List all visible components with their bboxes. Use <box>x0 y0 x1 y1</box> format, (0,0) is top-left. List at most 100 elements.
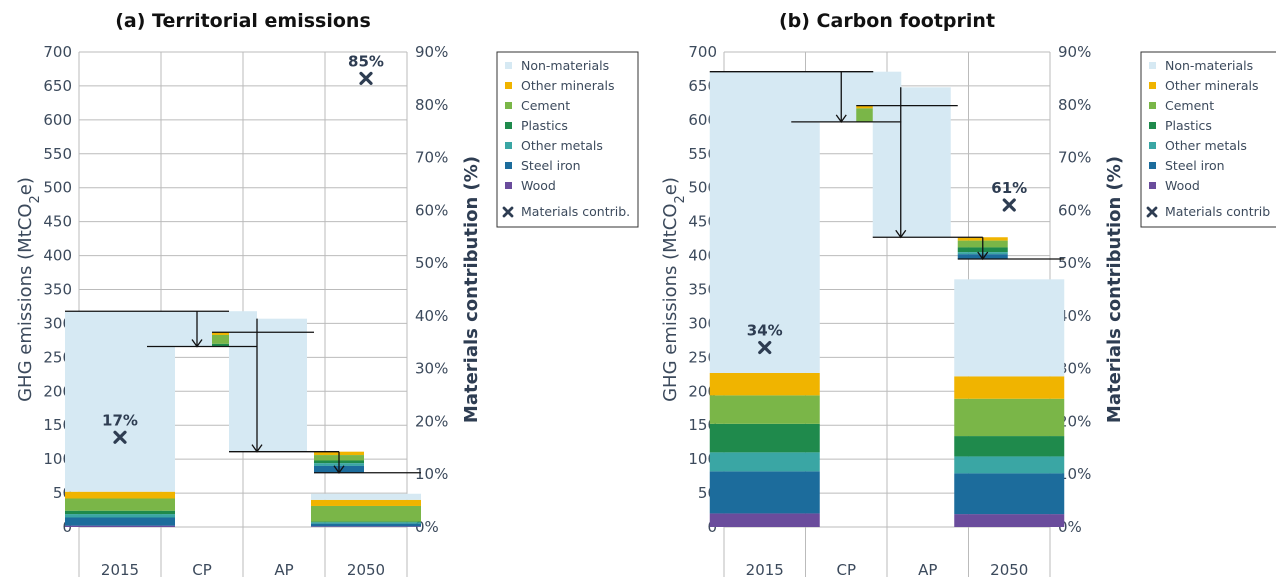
bar-2015-other-minerals <box>65 491 175 499</box>
legend-marker-label: Materials contrib. <box>521 204 630 219</box>
materials-contribution-label: 61% <box>991 179 1027 197</box>
y-right-tick-label: 40% <box>415 307 448 325</box>
y-axis-label-sub: 2 <box>28 195 43 203</box>
legend-box <box>1140 51 1276 228</box>
y-tick-label: 200 <box>43 382 72 400</box>
ap-nonmaterials-decrease <box>872 87 951 238</box>
y-axis-label-sub: 2 <box>673 195 688 203</box>
bar-2015-other-minerals <box>709 372 820 396</box>
legend-label: Steel iron <box>521 158 581 173</box>
y-tick-label: 250 <box>43 348 72 366</box>
bar-2050-other-minerals <box>311 499 421 506</box>
legend-swatch <box>505 142 512 149</box>
chart-panel-footprint: (b) Carbon footprint05010015020025030035… <box>660 10 1125 577</box>
y-tick-label: 150 <box>43 416 72 434</box>
legend-label: Steel iron <box>1165 158 1225 173</box>
legend-swatch <box>505 122 512 129</box>
bar-2015-wood <box>709 513 820 527</box>
legend-swatch <box>505 62 512 69</box>
legend-label: Other metals <box>521 138 603 153</box>
bar-2050-other-minerals <box>954 376 1065 399</box>
y-tick-label: 700 <box>43 43 72 61</box>
legend-swatch <box>1149 182 1156 189</box>
y-tick-label: 400 <box>43 247 72 265</box>
y-axis-label-end: e) <box>660 177 681 195</box>
y-right-tick-label: 60% <box>415 201 448 219</box>
y-right-tick-label: 90% <box>415 43 448 61</box>
chart-title: (b) Carbon footprint <box>779 10 995 32</box>
bar-2050-steel-iron <box>954 473 1065 515</box>
y-right-tick-label: 90% <box>1058 43 1091 61</box>
y-right-tick-label: 60% <box>1058 201 1091 219</box>
y-tick-label: 600 <box>43 111 72 129</box>
legend-swatch <box>1149 142 1156 149</box>
materials-contribution-label: 17% <box>102 411 138 429</box>
y-axis-label: GHG emissions (MtCO2e) <box>15 177 43 402</box>
bar-2050-non-materials <box>311 493 421 500</box>
bar-2050-non-materials <box>954 279 1065 377</box>
bar-2050-wood <box>954 514 1065 527</box>
legend-label: Wood <box>1165 178 1200 193</box>
y-axis-label: GHG emissions (MtCO2e) <box>660 177 688 402</box>
y-right-tick-label: 40% <box>1058 307 1091 325</box>
bar-2050-wood <box>311 526 421 527</box>
y-right-tick-label: 80% <box>415 96 448 114</box>
bar-2015-other-metals <box>709 452 820 472</box>
materials-contribution-marker <box>113 430 127 444</box>
legend-territorial: Non-materials Other minerals Cement Plastic… <box>496 51 639 228</box>
y-right-tick-label: 20% <box>415 412 448 430</box>
y-axis-label-main: GHG emissions (MtCO <box>15 204 36 402</box>
legend-label: Other minerals <box>1165 78 1259 93</box>
ap-nonmaterials-decrease <box>229 318 307 452</box>
y-axis-label-end: e) <box>15 177 36 195</box>
y-right-tick-label: 50% <box>1058 254 1091 272</box>
legend-marker <box>502 206 514 218</box>
legend-swatch <box>505 102 512 109</box>
y-right-axis-label: Materials contribution (%) <box>1104 156 1125 423</box>
y-tick-label: 500 <box>43 179 72 197</box>
y-right-tick-label: 10% <box>415 465 448 483</box>
y-right-tick-label: 20% <box>1058 412 1091 430</box>
materials-contribution-marker <box>1002 198 1016 212</box>
y-tick-label: 550 <box>43 145 72 163</box>
chart-panel-territorial: (a) Territorial emissions050100150200250… <box>15 10 482 577</box>
bar-2050-plastics <box>311 521 421 523</box>
legend-swatch <box>1149 82 1156 89</box>
y-right-tick-label: 30% <box>415 360 448 378</box>
x-category-label: 2050 <box>347 561 385 577</box>
y-tick-label: 450 <box>43 213 72 231</box>
materials-contribution-marker <box>359 71 373 85</box>
y-right-tick-label: 10% <box>1058 465 1091 483</box>
bar-2015-cement <box>65 498 175 511</box>
x-category-label: 2015 <box>746 561 784 577</box>
bar-2015-wood <box>65 525 175 527</box>
y-tick-label: 300 <box>43 314 72 332</box>
legend-label: Cement <box>521 98 570 113</box>
y-right-tick-label: 30% <box>1058 360 1091 378</box>
materials-contribution-label: 34% <box>747 322 783 340</box>
legend-label: Other minerals <box>521 78 615 93</box>
legend-label: Plastics <box>1165 118 1212 133</box>
x-category-label: CP <box>192 561 212 577</box>
bar-2015-steel-iron <box>709 471 820 514</box>
y-tick-label: 100 <box>43 450 72 468</box>
bar-2015-plastics <box>65 510 175 515</box>
legend-marker-label: Materials contrib <box>1165 204 1270 219</box>
bar-2015-plastics <box>709 423 820 453</box>
bar-2050-plastics <box>954 436 1065 457</box>
bar-2050-steel-iron <box>311 523 421 527</box>
legend-swatch <box>1149 122 1156 129</box>
x-category-label: 2015 <box>101 561 139 577</box>
bar-2050-cement <box>954 398 1065 437</box>
legend-swatch <box>1149 62 1156 69</box>
y-right-tick-label: 50% <box>415 254 448 272</box>
y-tick-label: 650 <box>43 77 72 95</box>
legend-label: Plastics <box>521 118 568 133</box>
materials-contribution-label: 85% <box>348 52 384 70</box>
y-right-tick-label: 70% <box>1058 149 1091 167</box>
legend-swatch <box>1149 162 1156 169</box>
bar-2050-other-metals <box>954 456 1065 474</box>
legend-box <box>496 51 639 228</box>
bar-2050-other-metals <box>311 522 421 524</box>
legend-swatch <box>505 182 512 189</box>
